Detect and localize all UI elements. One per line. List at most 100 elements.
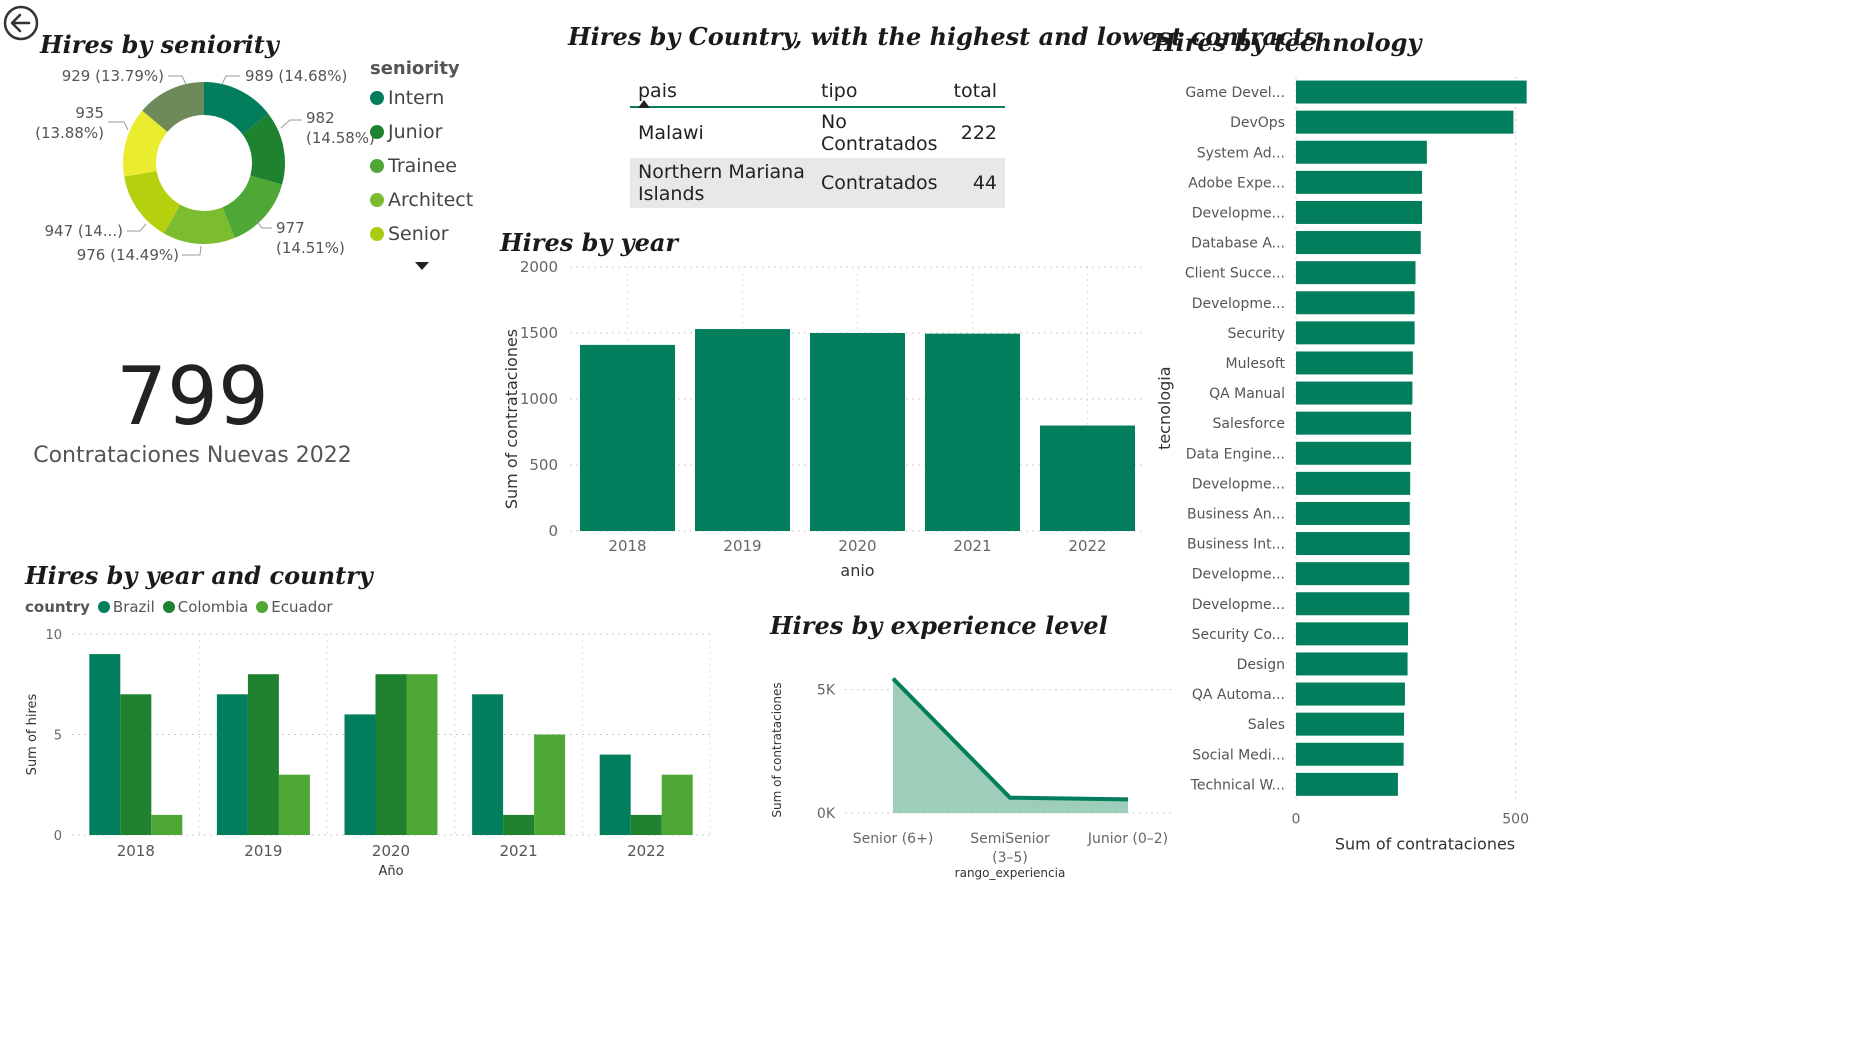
donut-slice[interactable] xyxy=(163,204,235,245)
y-tick-label: QA Automa... xyxy=(1192,687,1285,703)
bar[interactable] xyxy=(216,694,248,835)
bar[interactable] xyxy=(1296,411,1412,435)
donut-slice[interactable] xyxy=(124,171,181,234)
x-tick-label: 2018 xyxy=(608,537,646,555)
bar[interactable] xyxy=(1296,321,1415,345)
legend-item[interactable]: Brazil xyxy=(97,598,155,616)
col-tipo[interactable]: tipo xyxy=(813,74,946,108)
y-tick-label: Client Succe... xyxy=(1185,266,1285,282)
bar[interactable] xyxy=(1296,682,1405,706)
legend-item[interactable]: Architect xyxy=(370,189,473,211)
bar[interactable] xyxy=(810,333,905,531)
legend-swatch xyxy=(162,601,175,613)
table-row[interactable]: Northern Mariana Islands Contratados 44 xyxy=(630,158,1005,208)
bar[interactable] xyxy=(1296,501,1410,525)
legend-label: Trainee xyxy=(388,155,457,177)
bar[interactable] xyxy=(278,774,310,835)
bar[interactable] xyxy=(1296,140,1427,164)
table-row[interactable]: Malawi No Contratados 222 xyxy=(638,111,997,155)
bar[interactable] xyxy=(1296,622,1409,646)
bar[interactable] xyxy=(661,774,693,835)
donut-slice[interactable] xyxy=(222,175,283,238)
bar[interactable] xyxy=(1296,652,1408,676)
bar[interactable] xyxy=(1296,170,1423,194)
donut-slice[interactable] xyxy=(242,114,285,185)
donut-data-label: 929 (13.79%) xyxy=(62,67,164,85)
bar[interactable] xyxy=(503,814,535,835)
x-tick-label: 500 xyxy=(1502,811,1529,827)
country-table: pais tipo total Malawi No Contratados 22… xyxy=(630,74,1005,208)
bar[interactable] xyxy=(89,654,121,835)
bar[interactable] xyxy=(151,814,183,835)
legend-item[interactable]: Ecuador xyxy=(256,598,333,616)
legend-label: Junior xyxy=(388,121,443,143)
legend-item[interactable]: Senior xyxy=(370,223,473,245)
kpi-value: 799 xyxy=(116,350,269,443)
bar[interactable] xyxy=(1296,261,1416,285)
technology-chart[interactable]: 0 500 Game Devel... DevOps System Ad... Adobe… xyxy=(1150,70,1550,860)
y-axis-title: Sum of contrataciones xyxy=(502,329,521,509)
bar[interactable] xyxy=(1296,441,1412,465)
y-tick-label: Design xyxy=(1237,657,1285,673)
x-tick-label: 2022 xyxy=(1068,537,1106,555)
experience-chart[interactable]: 0K 5K Senior (6+) SemiSenior (3–5) Junior (0–… xyxy=(760,645,1180,880)
bar[interactable] xyxy=(1296,291,1415,315)
bar[interactable] xyxy=(1296,592,1410,616)
bar[interactable] xyxy=(1296,772,1398,796)
bar[interactable] xyxy=(695,329,790,531)
y-tick-label: Mulesoft xyxy=(1226,356,1286,372)
bar[interactable] xyxy=(925,333,1020,531)
bar[interactable] xyxy=(1296,231,1421,255)
bar[interactable] xyxy=(534,734,566,836)
legend-item[interactable]: Colombia xyxy=(162,598,249,616)
donut-data-label: (14.58%) xyxy=(306,129,375,147)
year-country-title: Hires by year and country xyxy=(25,561,373,590)
x-tick-label: 2020 xyxy=(372,842,410,860)
back-button[interactable] xyxy=(2,4,40,42)
year-country-chart[interactable]: 0 5 10 2018 2019 2020 2021 2022 Año Sum of hires xyxy=(15,620,725,880)
y-tick-label: Business An... xyxy=(1187,506,1285,522)
x-tick-label: 2022 xyxy=(627,842,665,860)
col-total[interactable]: total xyxy=(945,74,1005,108)
bar[interactable] xyxy=(1296,200,1423,224)
bar[interactable] xyxy=(375,674,407,835)
area-line[interactable] xyxy=(891,677,1129,802)
y-tick-label: Developme... xyxy=(1192,567,1285,583)
bar[interactable] xyxy=(472,694,504,835)
bar[interactable] xyxy=(1296,80,1527,104)
bar[interactable] xyxy=(1296,110,1514,134)
legend-swatch xyxy=(370,91,384,105)
legend-label: Colombia xyxy=(177,598,249,616)
bar[interactable] xyxy=(406,674,438,835)
donut-slice[interactable] xyxy=(142,82,204,132)
sort-asc-icon xyxy=(638,100,650,108)
seniority-legend: seniority Intern Junior Trainee Architect Se… xyxy=(370,58,473,276)
bar[interactable] xyxy=(1040,425,1135,531)
bar[interactable] xyxy=(120,694,152,835)
bar[interactable] xyxy=(1296,381,1413,405)
hires-by-year-chart[interactable]: 0 500 1000 1500 2000 2018 2019 2020 2021 2022 anio… xyxy=(490,255,1160,590)
donut-slice[interactable] xyxy=(204,82,269,135)
legend-item[interactable]: Intern xyxy=(370,87,473,109)
bar[interactable] xyxy=(1296,351,1413,375)
bar[interactable] xyxy=(1296,712,1405,736)
seniority-donut-chart[interactable]: 989 (14.68%) 982 (14.58%) 977 (14.51%) 976 (1… xyxy=(0,60,440,330)
bar[interactable] xyxy=(247,674,279,835)
col-pais[interactable]: pais xyxy=(630,74,814,108)
legend-swatch xyxy=(97,601,110,613)
legend-item[interactable]: Junior xyxy=(370,121,473,143)
donut-slice[interactable] xyxy=(123,110,168,177)
bar[interactable] xyxy=(1296,562,1410,586)
bar[interactable] xyxy=(1296,471,1411,495)
legend-swatch xyxy=(256,601,269,613)
bar[interactable] xyxy=(1296,532,1410,556)
legend-more-icon[interactable] xyxy=(414,260,430,272)
technology-title: Hires by technology xyxy=(1153,28,1422,57)
bar[interactable] xyxy=(344,714,376,835)
bar[interactable] xyxy=(630,814,662,835)
legend-item[interactable]: Trainee xyxy=(370,155,473,177)
bar[interactable] xyxy=(1296,742,1404,766)
bar[interactable] xyxy=(599,754,631,835)
y-axis-title: Sum of contrataciones xyxy=(770,682,784,817)
bar[interactable] xyxy=(580,344,675,531)
